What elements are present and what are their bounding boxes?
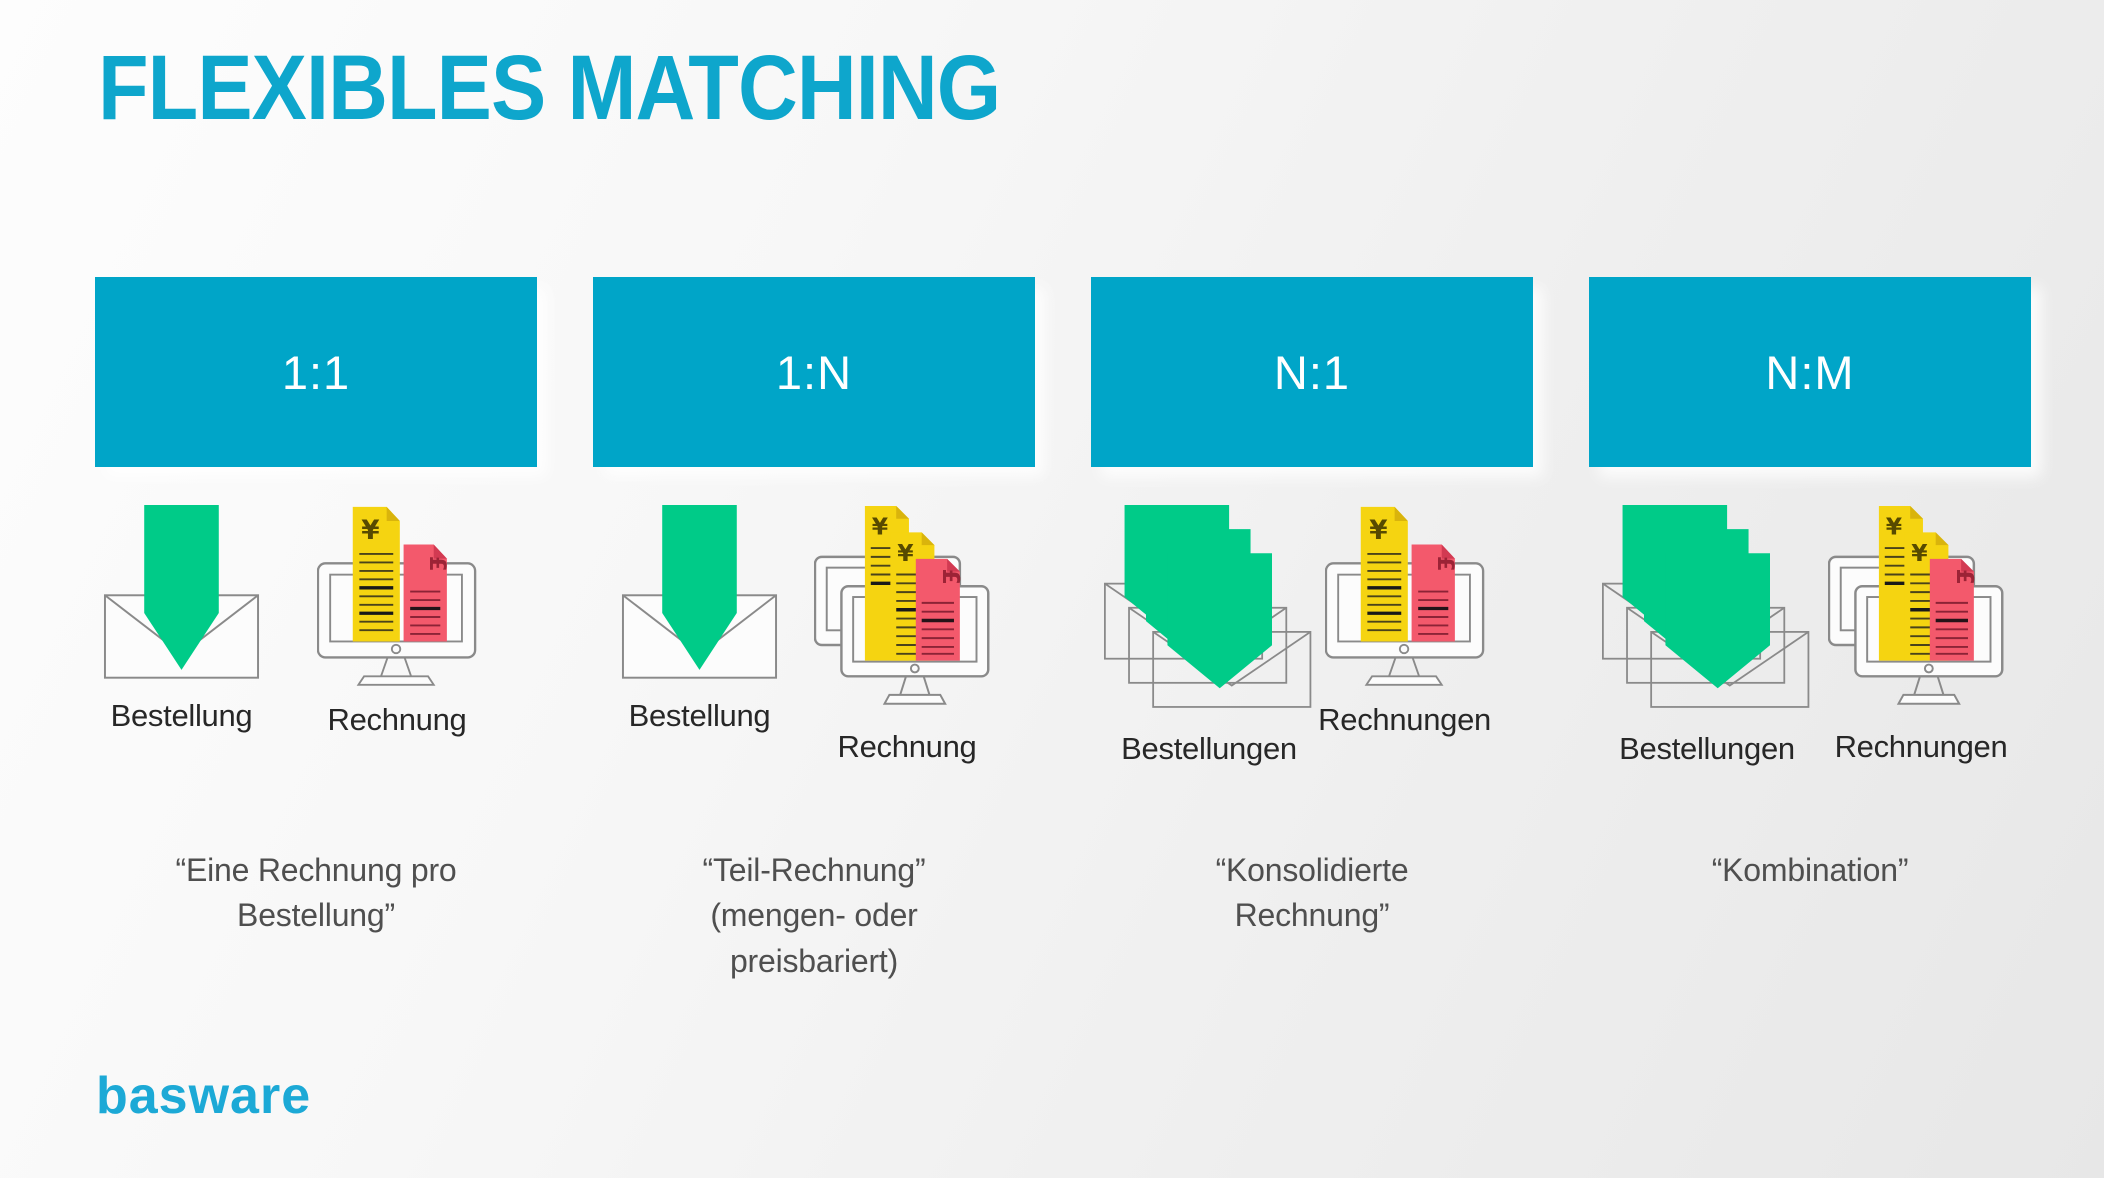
column-n-m: N:M Bestellungen — [1589, 277, 2031, 984]
icon-row: Bestellung ¥ £ — [95, 505, 537, 820]
invoice-icon-group: ¥ £ Rechnungen — [1318, 505, 1491, 738]
ratio-label: 1:N — [775, 345, 853, 399]
ratio-label: N:1 — [1273, 345, 1351, 399]
order-icon-group: Bestellungen — [1104, 505, 1314, 767]
yen-symbol: ¥ — [897, 539, 914, 567]
invoice-icon-group: ¥ ¥ £ Rechnung — [814, 505, 1000, 765]
envelope-arrow-icon — [103, 505, 260, 679]
description-text: “Eine Rechnung pro Bestellung” — [175, 852, 457, 934]
column-1-n: 1:N Bestellung — [593, 277, 1035, 984]
order-label: Bestellungen — [1619, 731, 1795, 766]
order-label: Bestellungen — [1121, 731, 1297, 766]
yen-symbol: ¥ — [1886, 512, 1903, 540]
description-text: “Kombination” — [1711, 852, 1909, 888]
pound-symbol: £ — [424, 556, 450, 572]
order-label: Bestellung — [628, 697, 771, 733]
invoice-icon-group: ¥ ¥ £ Rechnungen — [1828, 505, 2014, 765]
pound-symbol: £ — [1951, 569, 1979, 585]
ratio-header-box: N:1 — [1091, 277, 1533, 467]
monitor-stack-invoices-icon: ¥ ¥ £ — [814, 505, 990, 705]
basware-logo: basware — [96, 1067, 312, 1125]
invoice-label: Rechnung — [327, 701, 467, 737]
yen-symbol: ¥ — [361, 516, 380, 546]
description-text: “Teil-Rechnung” (mengen- oder preisbarie… — [702, 852, 926, 979]
envelope-arrow-icon — [621, 505, 778, 679]
invoice-label: Rechnungen — [1834, 728, 2008, 764]
yen-symbol: ¥ — [1911, 539, 1928, 567]
envelope-stack-arrows-icon — [1104, 505, 1312, 708]
invoice-icon-group: ¥ £ Rechnung — [317, 505, 477, 738]
ratio-label: N:M — [1765, 345, 1855, 399]
invoice-label: Rechnung — [837, 728, 977, 764]
ratio-header-box: 1:1 — [95, 277, 537, 467]
order-icon-group: Bestellung — [103, 505, 260, 734]
icon-row: Bestellung ¥ — [593, 505, 1035, 820]
yen-symbol: ¥ — [1369, 516, 1388, 546]
ratio-header-box: 1:N — [593, 277, 1035, 467]
pound-symbol: £ — [937, 569, 965, 585]
slide-title: FLEXIBLES MATCHING — [98, 37, 1001, 139]
ratio-header-box: N:M — [1589, 277, 2031, 467]
pound-symbol: £ — [1432, 556, 1458, 572]
monitor-stack-invoices-icon: ¥ ¥ £ — [1828, 505, 2004, 705]
order-icon-group: Bestellung — [621, 505, 778, 734]
column-1-1: 1:1 Bestellung — [95, 277, 537, 984]
column-n-1: N:1 Bestellungen — [1091, 277, 1533, 984]
icon-row: Bestellungen ¥ — [1589, 505, 2031, 820]
matching-columns: 1:1 Bestellung — [95, 277, 2031, 984]
order-label: Bestellung — [110, 697, 253, 733]
order-icon-group: Bestellungen — [1602, 505, 1812, 767]
monitor-invoices-icon: ¥ £ — [317, 506, 477, 686]
description-text: “Konsolidierte Rechnung” — [1215, 852, 1409, 934]
icon-row: Bestellungen ¥ £ — [1091, 505, 1533, 820]
monitor-invoices-icon: ¥ £ — [1324, 506, 1484, 686]
yen-symbol: ¥ — [872, 512, 889, 540]
invoice-label: Rechnungen — [1318, 701, 1491, 737]
envelope-stack-arrows-icon — [1602, 505, 1810, 708]
ratio-label: 1:1 — [281, 345, 351, 399]
